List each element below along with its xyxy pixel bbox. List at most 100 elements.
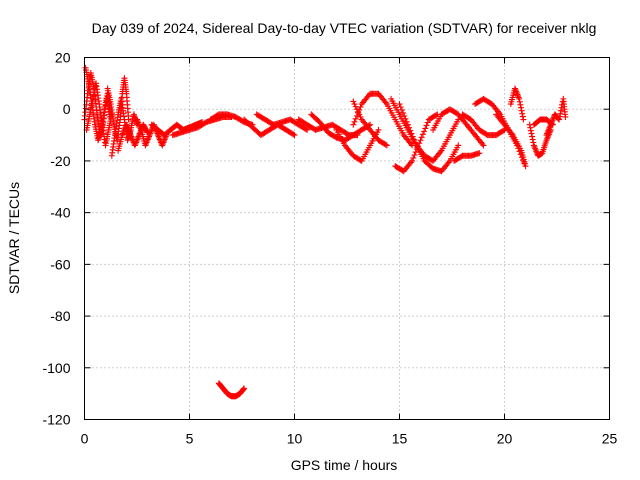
series-arc-30 — [215, 380, 248, 400]
data-point — [421, 128, 428, 135]
series-arc-22 — [451, 150, 483, 164]
data-point — [400, 109, 407, 116]
data-point — [522, 163, 529, 170]
data-point — [401, 112, 408, 119]
x-axis-label: GPS time / hours — [291, 457, 398, 473]
x-tick-label: 20 — [497, 431, 513, 447]
data-point — [527, 124, 534, 131]
y-tick-label: -120 — [42, 412, 70, 428]
data-point — [519, 113, 526, 120]
data-point — [520, 116, 527, 123]
data-point — [291, 132, 298, 139]
data-point — [355, 108, 362, 115]
y-tick-label: -60 — [50, 256, 70, 272]
data-point — [412, 139, 419, 146]
data-point — [350, 98, 357, 105]
data-point — [418, 134, 425, 141]
data-point — [403, 118, 410, 125]
data-point — [396, 101, 403, 108]
y-axis-label: SDTVAR / TECUs — [6, 182, 22, 294]
data-point — [455, 142, 462, 149]
data-point — [402, 115, 409, 122]
x-tick-label: 15 — [392, 431, 408, 447]
data-point — [527, 127, 534, 134]
plot-frame — [84, 57, 610, 420]
data-point — [556, 113, 563, 120]
data-point — [352, 103, 359, 110]
data-point — [517, 101, 524, 108]
data-point — [409, 157, 416, 164]
data-point — [350, 121, 357, 128]
series-arc-29 — [543, 95, 569, 139]
series-arc-14 — [308, 111, 374, 144]
series-arc-21 — [430, 106, 487, 149]
x-tick-label: 0 — [81, 431, 89, 447]
data-point — [433, 112, 440, 119]
data-points — [81, 64, 569, 400]
series-arc-25 — [493, 111, 529, 170]
series-arc-16 — [350, 90, 416, 149]
data-point — [408, 130, 415, 137]
data-point — [353, 106, 360, 113]
data-point — [562, 113, 569, 120]
data-point — [518, 104, 524, 111]
data-point — [516, 98, 523, 105]
x-tick-label: 5 — [186, 431, 194, 447]
y-tick-label: 20 — [55, 50, 71, 66]
series-arc-09 — [169, 113, 235, 139]
data-point — [407, 127, 414, 134]
data-point — [410, 154, 417, 161]
x-tick-labels: 0 5 10 15 20 25 — [81, 431, 618, 447]
data-point — [241, 385, 248, 392]
data-point — [383, 142, 390, 149]
data-point — [422, 125, 429, 132]
data-point — [518, 107, 525, 114]
y-tick-label: -20 — [50, 153, 70, 169]
series-arc-11 — [241, 116, 298, 139]
data-point — [424, 119, 431, 126]
series-arc-15 — [333, 126, 382, 164]
data-point — [351, 118, 358, 125]
data-point — [397, 103, 404, 110]
data-point — [240, 386, 247, 393]
data-point — [417, 137, 424, 144]
series-arc-17 — [350, 98, 390, 149]
data-point — [423, 122, 430, 129]
y-tick-label: -40 — [50, 205, 70, 221]
data-point — [356, 111, 363, 118]
x-tick-label: 10 — [287, 431, 303, 447]
data-point — [143, 128, 150, 135]
data-point — [476, 150, 483, 157]
data-point — [410, 136, 417, 143]
data-point — [530, 139, 537, 146]
data-point — [351, 101, 358, 108]
series-arc-12 — [253, 111, 311, 133]
data-point — [375, 126, 382, 133]
data-point — [480, 142, 487, 149]
data-point — [500, 127, 507, 134]
data-point — [357, 113, 364, 120]
chart-title: Day 039 of 2024, Sidereal Day-to-day VTE… — [92, 20, 597, 36]
series-arc-20 — [396, 101, 462, 175]
data-point — [302, 126, 309, 133]
data-point — [411, 152, 418, 159]
y-tick-labels: -120 -100 -80 -60 -40 -20 0 20 — [42, 50, 70, 428]
y-tick-label: -80 — [50, 308, 70, 324]
data-point — [419, 131, 426, 138]
data-point — [516, 95, 523, 102]
y-tick-label: 0 — [63, 101, 71, 117]
data-point — [409, 133, 416, 140]
data-point — [519, 110, 526, 117]
data-point — [529, 136, 536, 143]
y-tick-label: -100 — [42, 360, 70, 376]
data-point — [406, 124, 413, 131]
data-point — [290, 131, 297, 138]
data-point — [352, 115, 359, 122]
data-point — [398, 106, 405, 113]
data-point — [556, 116, 563, 123]
data-point — [529, 133, 536, 140]
x-tick-label: 25 — [602, 431, 618, 447]
series-arc-23 — [459, 111, 508, 139]
